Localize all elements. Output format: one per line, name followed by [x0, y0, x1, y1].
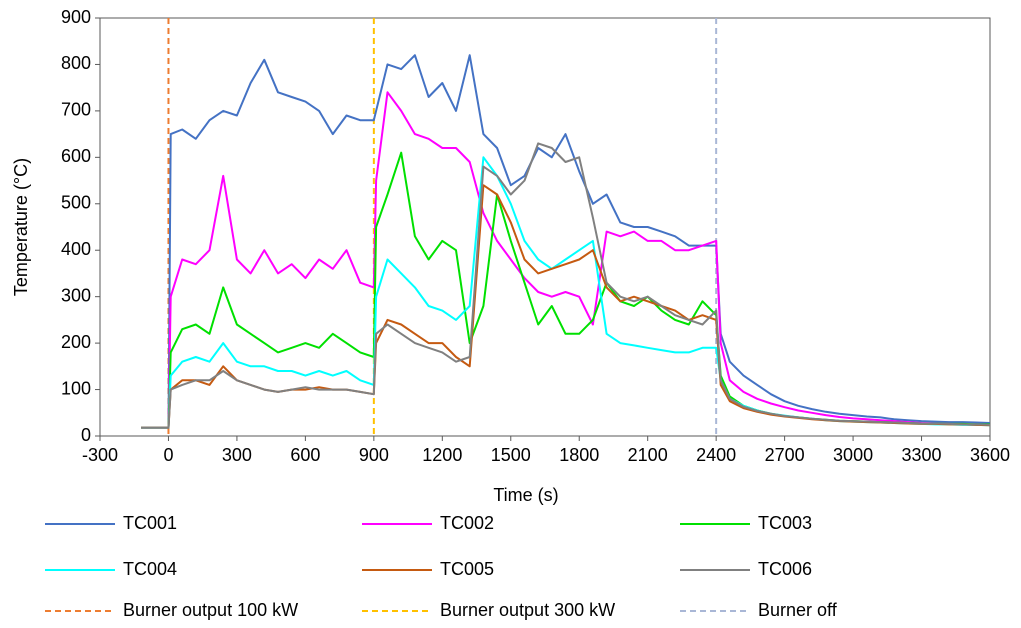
y-tick-label: 200: [61, 332, 91, 352]
legend-label: TC004: [123, 559, 177, 579]
x-tick-label: 1500: [491, 445, 531, 465]
y-tick-label: 900: [61, 7, 91, 27]
x-tick-label: 2100: [628, 445, 668, 465]
y-tick-label: 800: [61, 53, 91, 73]
series-line: [141, 151, 990, 429]
legend-label: TC003: [758, 513, 812, 533]
plot-frame: [99, 17, 991, 437]
x-tick-label: 3600: [970, 445, 1010, 465]
series-line: [141, 54, 991, 429]
x-tick-label: 2700: [765, 445, 805, 465]
y-tick-label: 300: [61, 285, 91, 305]
series-line: [141, 91, 990, 429]
y-tick-label: 100: [61, 378, 91, 398]
x-tick-label: 0: [163, 445, 173, 465]
legend-label: Burner off: [758, 600, 838, 620]
series-line: [141, 142, 991, 429]
x-axis-title: Time (s): [493, 485, 558, 505]
x-tick-label: 1200: [422, 445, 462, 465]
x-tick-label: 900: [359, 445, 389, 465]
y-tick-label: 500: [61, 193, 91, 213]
legend-label: Burner output 100 kW: [123, 600, 298, 620]
x-tick-label: 3300: [902, 445, 942, 465]
y-tick-label: 600: [61, 146, 91, 166]
x-tick-label: 300: [222, 445, 252, 465]
y-axis-title: Temperature (°C): [11, 158, 31, 296]
x-tick-label: 3000: [833, 445, 873, 465]
x-tick-label: 2400: [696, 445, 736, 465]
legend-label: TC006: [758, 559, 812, 579]
x-tick-label: 1800: [559, 445, 599, 465]
y-tick-label: 0: [81, 425, 91, 445]
legend-label: Burner output 300 kW: [440, 600, 615, 620]
x-tick-label: 600: [290, 445, 320, 465]
y-tick-label: 700: [61, 100, 91, 120]
legend-label: TC002: [440, 513, 494, 533]
y-tick-label: 400: [61, 239, 91, 259]
x-tick-label: -300: [82, 445, 118, 465]
legend-label: TC001: [123, 513, 177, 533]
legend-label: TC005: [440, 559, 494, 579]
